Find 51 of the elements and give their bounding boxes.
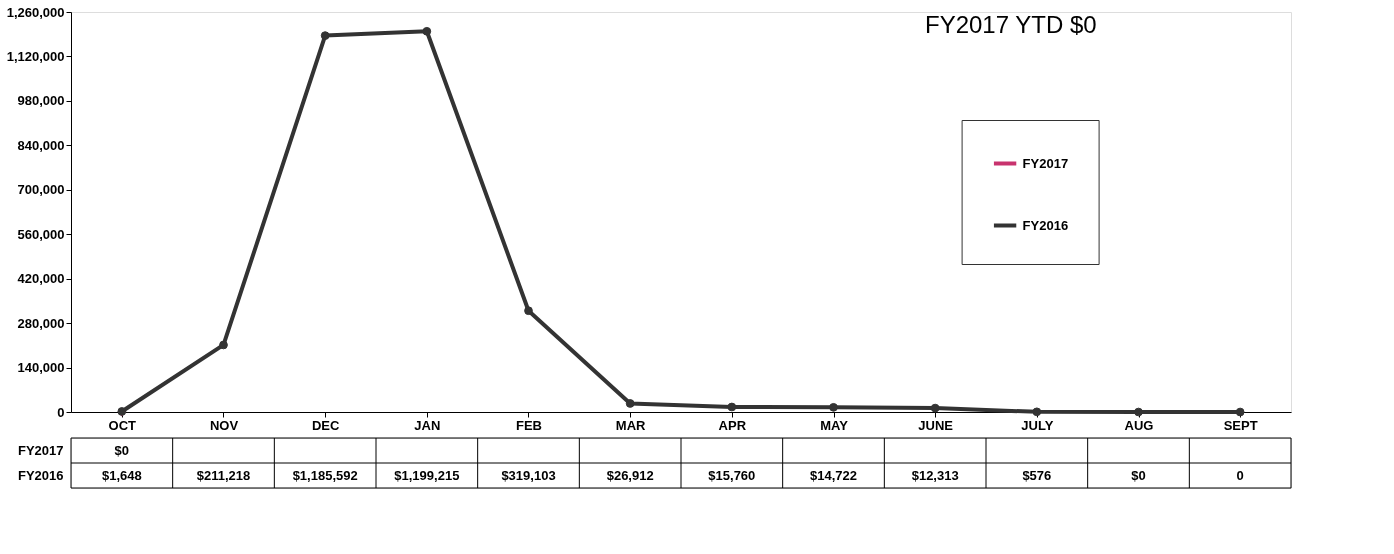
x-tick-label: SEPT (1223, 417, 1258, 433)
text: FY2017 (17, 442, 64, 458)
x-tick-label: OCT (108, 417, 137, 433)
y-tick-label: 1,260,000 (6, 4, 65, 20)
point (422, 26, 432, 36)
annotation: FY2017 YTD $0 (925, 11, 1097, 38)
x-tick-label: JAN (414, 417, 441, 433)
y-tick-label: 840,000 (17, 137, 65, 153)
point (524, 306, 533, 316)
point (1032, 407, 1042, 417)
data-label: $1,648 (101, 467, 142, 483)
point (829, 402, 838, 412)
x-tick-label: JUNE (918, 417, 954, 433)
data-label: $12,313 (911, 467, 959, 483)
point (219, 340, 228, 350)
data-label: $0 (1131, 467, 1146, 483)
data-label: $211,218 (196, 467, 251, 483)
data-label: $26,912 (606, 467, 654, 483)
point (1134, 407, 1143, 417)
data-label: $1,185,592 (292, 467, 358, 483)
point (320, 31, 330, 40)
point (1235, 407, 1245, 417)
x-tick-label: APR (718, 417, 747, 433)
y-tick-label: 280,000 (17, 315, 65, 331)
data-label: $1,199,215 (394, 467, 460, 483)
point (727, 402, 737, 412)
x-tick-label: FEB (516, 417, 542, 433)
data-label: $15,760 (708, 467, 756, 483)
y-tick-label: 420,000 (17, 271, 65, 287)
y-tick-label: 0 (57, 404, 65, 420)
x-tick-label: MAR (615, 417, 647, 433)
text: FY2016 (17, 467, 64, 483)
y-tick-label: 980,000 (17, 93, 65, 109)
point (930, 403, 940, 413)
point (625, 399, 635, 408)
legend-label: FY2017 (1022, 155, 1069, 171)
legend-label: FY2016 (1022, 217, 1069, 233)
data-label: $14,722 (810, 467, 857, 483)
x-tick-label: JULY (1021, 417, 1054, 433)
y-tick-label: 700,000 (17, 182, 65, 198)
x-tick-label: NOV (209, 417, 239, 433)
data-label: $319,103 (501, 467, 556, 483)
x-tick-label: AUG (1124, 417, 1154, 433)
y-tick-label: 1,120,000 (6, 48, 65, 64)
y-tick-label: 140,000 (17, 360, 65, 376)
data-label: $0 (114, 442, 130, 458)
x-tick-label: DEC (311, 417, 340, 433)
x-tick-label: MAY (820, 417, 849, 433)
y-tick-label: 560,000 (17, 226, 65, 242)
data-label: $576 (1022, 467, 1052, 483)
data-label: 0 (1236, 467, 1244, 483)
